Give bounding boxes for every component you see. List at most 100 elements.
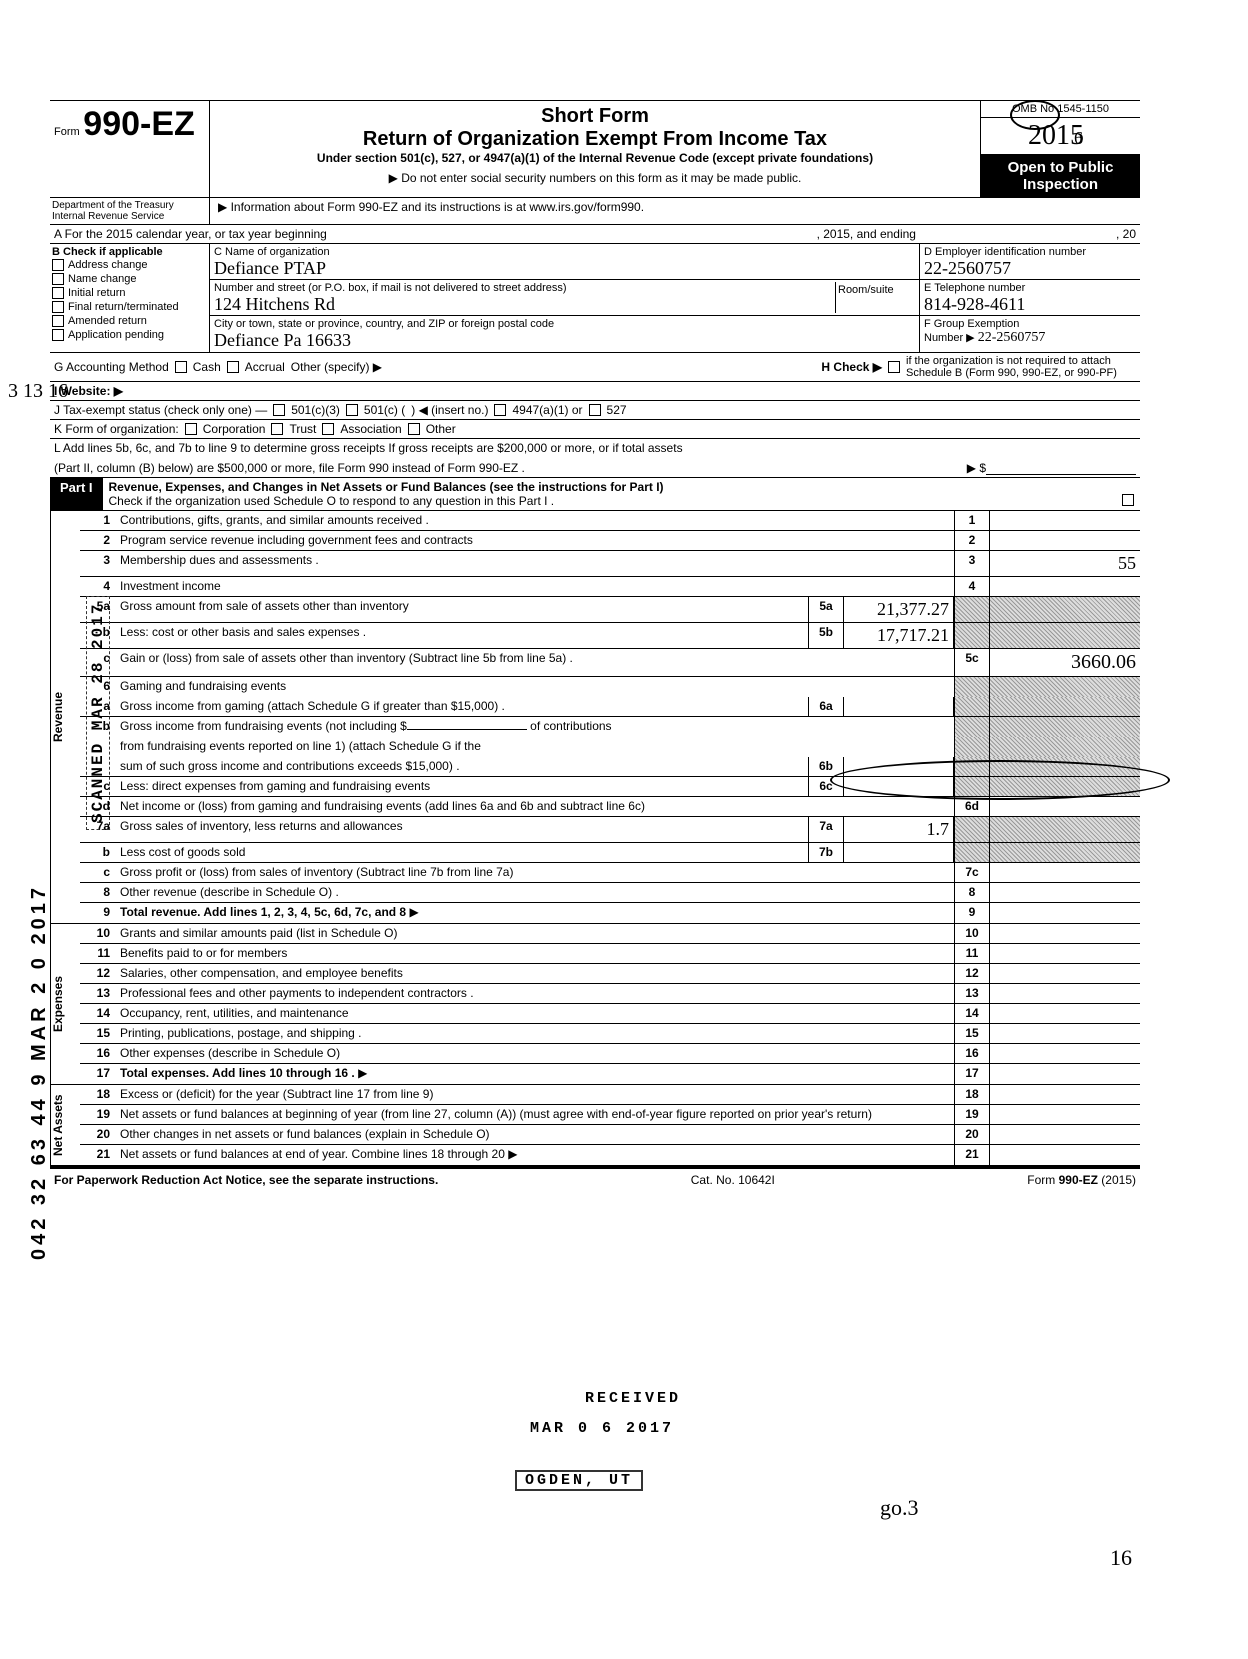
row-g-h: G Accounting Method Cash Accrual Other (… — [50, 353, 1140, 382]
e-value: 814-928-4611 — [924, 294, 1136, 315]
chk-final[interactable]: Final return/terminated — [52, 300, 207, 314]
chk-527[interactable] — [589, 404, 601, 416]
l16: Other expenses (describe in Schedule O) — [116, 1044, 954, 1063]
chk-amended[interactable]: Amended return — [52, 314, 207, 328]
l-line2: (Part II, column (B) below) are $500,000… — [54, 461, 525, 475]
l7b: Less cost of goods sold — [116, 843, 808, 862]
chk-4947[interactable] — [494, 404, 506, 416]
dln-margin-text: 042 32 63 44 9 MAR 2 0 2017 — [28, 884, 51, 1260]
v5c: 3660.06 — [990, 649, 1140, 676]
row-a-label: A For the 2015 calendar year, or tax yea… — [54, 227, 327, 241]
chk-corp[interactable] — [185, 423, 197, 435]
chk-name[interactable]: Name change — [52, 272, 207, 286]
c-city: City or town, state or province, country… — [210, 316, 919, 352]
l6: Gaming and fundraising events — [116, 677, 954, 697]
chk-trust[interactable] — [271, 423, 283, 435]
l6b3: sum of such gross income and contributio… — [116, 757, 808, 776]
j-insert: ) ◀ (insert no.) — [411, 403, 488, 417]
chk-other-org[interactable] — [408, 423, 420, 435]
b1: Name change — [68, 273, 137, 285]
l20: Other changes in net assets or fund bala… — [116, 1125, 954, 1144]
part1-title-wrap: Revenue, Expenses, and Changes in Net As… — [103, 478, 1140, 510]
v3: 55 — [990, 551, 1140, 576]
dept-mid: ▶ Information about Form 990-EZ and its … — [210, 198, 1140, 224]
dept1: Department of the Treasury — [52, 200, 207, 211]
chk-501c[interactable] — [346, 404, 358, 416]
l5b: Less: cost or other basis and sales expe… — [116, 623, 808, 648]
h-text: if the organization is not required to a… — [906, 355, 1136, 379]
l7a: Gross sales of inventory, less returns a… — [116, 817, 808, 842]
footer-right: Form 990-EZ (2015) — [1027, 1173, 1136, 1187]
l8: Other revenue (describe in Schedule O) . — [116, 883, 954, 902]
circle-omb — [1010, 100, 1060, 130]
chk-assoc[interactable] — [322, 423, 334, 435]
c-street-value: 124 Hitchens Rd — [214, 294, 835, 315]
j-label: J Tax-exempt status (check only one) — — [54, 403, 267, 417]
chk-cash[interactable] — [175, 361, 187, 373]
l18: Excess or (deficit) for the year (Subtra… — [116, 1085, 954, 1104]
part1-check: Check if the organization used Schedule … — [109, 494, 555, 508]
j-a1: 4947(a)(1) or — [512, 403, 582, 417]
netassets-lines: 18Excess or (deficit) for the year (Subt… — [80, 1085, 1140, 1165]
c-city-value: Defiance Pa 16633 — [214, 330, 915, 351]
row-l: L Add lines 5b, 6c, and 7b to line 9 to … — [50, 439, 1140, 478]
f-value: 22-2560757 — [978, 330, 1046, 345]
l19: Net assets or fund balances at beginning… — [116, 1105, 954, 1124]
col-c: C Name of organization Defiance PTAP Num… — [210, 244, 920, 352]
revenue-section: Revenue 1Contributions, gifts, grants, a… — [50, 511, 1140, 924]
col-b: B Check if applicable Address change Nam… — [50, 244, 210, 352]
chk-part1-o[interactable] — [1122, 494, 1134, 506]
chk-h[interactable] — [888, 361, 900, 373]
l-line1: L Add lines 5b, 6c, and 7b to line 9 to … — [54, 441, 683, 455]
title-line1: Short Form — [218, 105, 972, 128]
ogden-stamp: OGDEN, UT — [515, 1470, 643, 1491]
form-page: Form 990-EZ Short Form Return of Organiz… — [50, 100, 1140, 1191]
g-other: Other (specify) ▶ — [291, 360, 382, 374]
year-overwrite: 6 — [1074, 128, 1083, 148]
h-label: H Check ▶ — [821, 360, 882, 374]
l6c: Less: direct expenses from gaming and fu… — [116, 777, 808, 796]
col-def: D Employer identification number 22-2560… — [920, 244, 1140, 352]
row-a: A For the 2015 calendar year, or tax yea… — [50, 225, 1140, 244]
public-inspection: Open to Public Inspection — [981, 155, 1140, 197]
k-assoc: Association — [340, 422, 401, 436]
form-number-box: Form 990-EZ — [50, 101, 210, 197]
l6b-post: of contributions — [530, 719, 611, 733]
c-name-label: C Name of organization — [214, 246, 915, 258]
k-label: K Form of organization: — [54, 422, 179, 436]
l17: Total expenses. Add lines 10 through 16 … — [120, 1066, 355, 1080]
chk-address[interactable]: Address change — [52, 258, 207, 272]
f-label2: Number ▶ — [924, 332, 975, 344]
chk-pending[interactable]: Application pending — [52, 328, 207, 342]
received-stamp: RECEIVED — [585, 1390, 681, 1407]
header-row: Form 990-EZ Short Form Return of Organiz… — [50, 100, 1140, 198]
public2: Inspection — [985, 176, 1136, 193]
l1: Contributions, gifts, grants, and simila… — [116, 511, 954, 530]
form-prefix: Form — [54, 126, 80, 138]
g-cash: Cash — [193, 360, 221, 374]
l14: Occupancy, rent, utilities, and maintena… — [116, 1004, 954, 1023]
l6d: Net income or (loss) from gaming and fun… — [116, 797, 954, 816]
v7a: 1.7 — [844, 817, 954, 842]
l13: Professional fees and other payments to … — [116, 984, 954, 1003]
c-name: C Name of organization Defiance PTAP — [210, 244, 919, 280]
l6b-pre: Gross income from fundraising events (no… — [120, 719, 407, 733]
row-j: J Tax-exempt status (check only one) — 5… — [50, 401, 1140, 420]
j-c3: 501(c)(3) — [291, 403, 340, 417]
l12: Salaries, other compensation, and employ… — [116, 964, 954, 983]
j-527: 527 — [607, 403, 627, 417]
v5a: 21,377.27 — [844, 597, 954, 622]
chk-initial[interactable]: Initial return — [52, 286, 207, 300]
chk-accrual[interactable] — [227, 361, 239, 373]
footer: For Paperwork Reduction Act Notice, see … — [50, 1167, 1140, 1191]
row-k: K Form of organization: Corporation Trus… — [50, 420, 1140, 439]
chk-501c3[interactable] — [273, 404, 285, 416]
l-arrow: ▶ $ — [967, 461, 986, 475]
footer-mid: Cat. No. 10642I — [691, 1173, 775, 1187]
dept-left: Department of the Treasury Internal Reve… — [50, 198, 210, 224]
room-label: Room/suite — [835, 282, 915, 313]
netassets-section: Net Assets 18Excess or (deficit) for the… — [50, 1085, 1140, 1167]
e-label: E Telephone number — [924, 282, 1136, 294]
expenses-section: Expenses 10Grants and similar amounts pa… — [50, 924, 1140, 1085]
l2: Program service revenue including govern… — [116, 531, 954, 550]
